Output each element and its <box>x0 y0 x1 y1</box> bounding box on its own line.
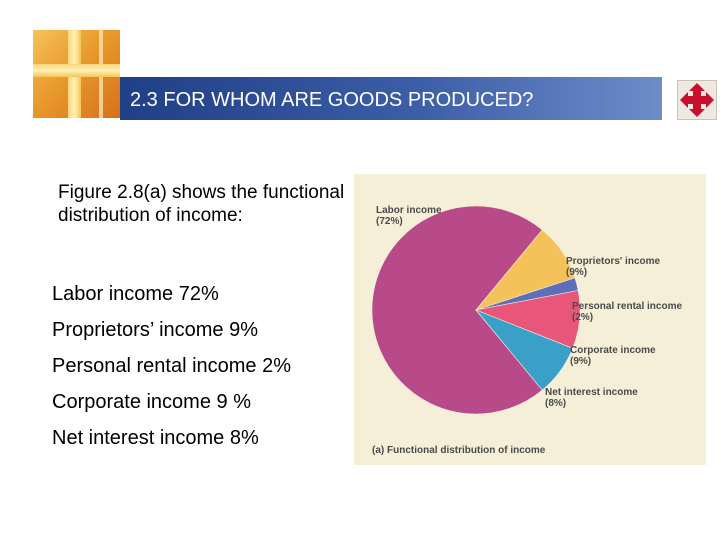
list-item: Corporate income 9 % <box>52 391 251 413</box>
logo <box>33 30 120 118</box>
label-rental-value: (2%) <box>572 312 594 323</box>
pie-chart <box>371 205 581 415</box>
list-item: Proprietors’ income 9% <box>52 319 259 341</box>
label-corporate-name: Corporate income <box>570 345 656 356</box>
list-item: Personal rental income 2% <box>52 355 292 377</box>
label-labor-value: (72%) <box>376 216 403 227</box>
label-rental: Personal rental income (2%) <box>572 301 682 323</box>
list-item: Net interest income 8% <box>52 427 259 449</box>
intro-text: Figure 2.8(a) shows the functional distr… <box>58 182 345 226</box>
label-labor: Labor income (72%) <box>376 205 442 227</box>
label-proprietors: Proprietors' income (9%) <box>566 256 660 278</box>
label-labor-name: Labor income <box>376 205 442 216</box>
label-proprietors-value: (9%) <box>566 267 588 278</box>
title-bar <box>120 77 662 120</box>
income-list: Labor income 72% Proprietors’ income 9% … <box>52 276 291 456</box>
four-way-arrows-icon <box>680 83 714 117</box>
label-proprietors-name: Proprietors' income <box>566 256 661 267</box>
label-corporate-value: (9%) <box>570 356 592 367</box>
chart-title: (a) Functional distribution of income <box>372 445 546 456</box>
pie-figure: Labor income (72%) Proprietors' income (… <box>354 174 706 465</box>
list-item: Labor income 72% <box>52 283 219 305</box>
slide-title: 2.3 FOR WHOM ARE GOODS PRODUCED? <box>130 89 534 111</box>
pie-slice-net-interest <box>475 309 574 391</box>
label-corporate: Corporate income (9%) <box>570 345 656 367</box>
pie-slice-labor <box>371 205 543 415</box>
label-net-interest-name: Net interest income <box>545 387 638 398</box>
label-net-interest-value: (8%) <box>545 398 567 409</box>
label-rental-name: Personal rental income <box>572 301 683 312</box>
label-net-interest: Net interest income (8%) <box>545 387 638 409</box>
navigation-button[interactable] <box>677 80 717 120</box>
